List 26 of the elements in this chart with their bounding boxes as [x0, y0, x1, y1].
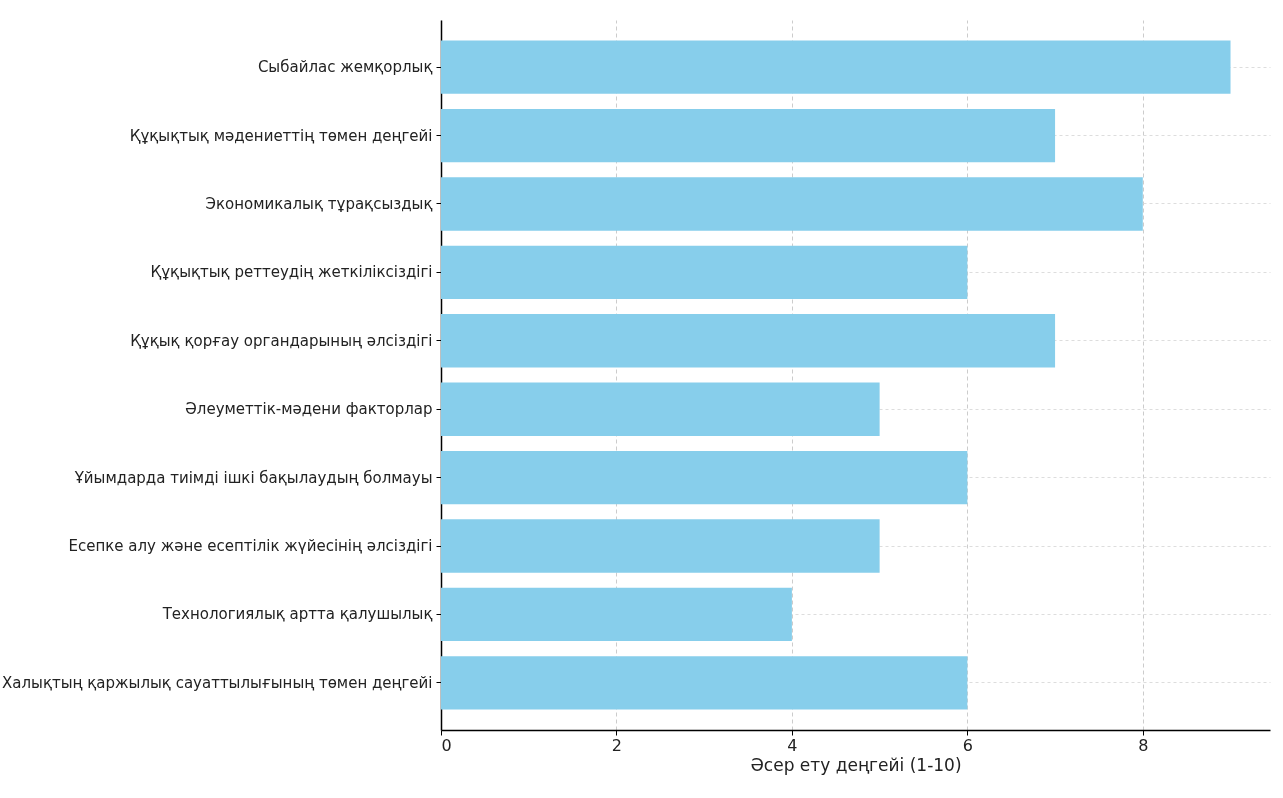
- x-tick-label: 8: [1138, 735, 1149, 755]
- y-tick-label: Әлеуметтік-мәдени факторлар: [185, 400, 433, 419]
- y-tick-label: Есепке алу және есептілік жүйесінің әлсіздігі: [68, 537, 433, 555]
- x-axis-title: Әсер ету деңгейі (1-10): [750, 754, 962, 775]
- y-tick-label: Технологиялық артта қалушылық: [161, 605, 433, 624]
- x-tick-label: 0: [441, 735, 452, 755]
- y-tick-label: Құқықтық мәдениеттің төмен деңгейі: [129, 126, 433, 145]
- bar: [441, 177, 1143, 231]
- y-tick-label: Құқықтық реттеудің жеткіліксіздігі: [150, 263, 433, 282]
- bar: [441, 40, 1231, 94]
- bar: [441, 519, 880, 573]
- bar: [441, 382, 880, 436]
- x-tick-label: 6: [962, 735, 973, 755]
- y-tick-label: Құқық қорғау органдарының әлсіздігі: [130, 331, 433, 350]
- y-tick-label: Ұйымдарда тиімді ішкі бақылаудың болмауы: [73, 468, 433, 487]
- bar: [441, 314, 1056, 368]
- y-tick-label: Сыбайлас жемқорлық: [257, 58, 433, 77]
- bar: [441, 108, 1056, 163]
- bar: [441, 587, 792, 642]
- y-tick-label: Халықтың қаржылық сауаттылығының төмен деңгейі: [2, 673, 433, 692]
- bar: [441, 245, 968, 300]
- x-tick-label: 2: [611, 735, 623, 755]
- bar: [441, 656, 968, 710]
- bar: [441, 450, 968, 505]
- y-tick-label: Экономикалық тұрақсыздық: [205, 195, 433, 213]
- x-tick-label: 4: [787, 735, 798, 755]
